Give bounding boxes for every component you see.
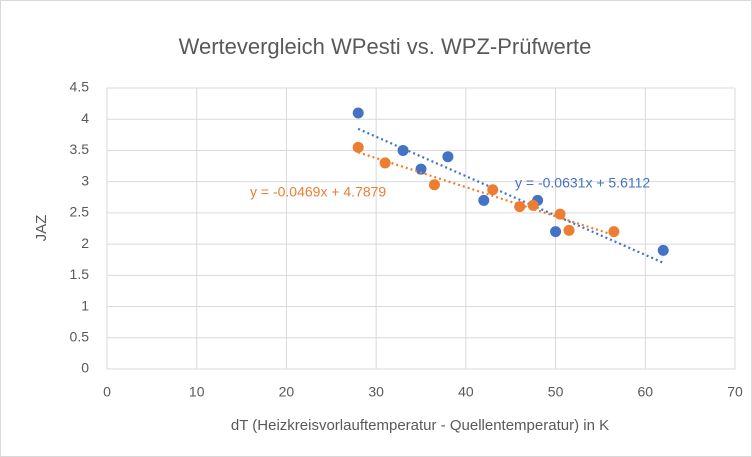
trendline — [357, 127, 664, 264]
point — [487, 184, 499, 196]
point — [415, 163, 427, 175]
chart-title: Wertevergleich WPesti vs. WPZ-Prüfwerte — [179, 34, 592, 59]
x-tick-label: 70 — [727, 384, 743, 400]
y-tick-label: 3.5 — [70, 141, 90, 157]
point — [554, 208, 566, 220]
trendline-equation: y = -0.0469x + 4.7879 — [250, 184, 386, 200]
y-tick-label: 2 — [81, 235, 89, 251]
y-tick-label: 4.5 — [70, 79, 90, 95]
y-tick-label: 1.5 — [70, 266, 90, 282]
x-tick-label: 60 — [637, 384, 653, 400]
y-tick-label: 4 — [81, 110, 89, 126]
x-tick-label: 30 — [368, 384, 384, 400]
point — [478, 194, 490, 206]
x-tick-label: 10 — [189, 384, 205, 400]
y-tick-label: 3 — [81, 172, 89, 188]
y-tick-label: 1 — [81, 297, 89, 313]
point — [379, 157, 391, 169]
point — [352, 141, 364, 153]
x-tick-label: 40 — [458, 384, 474, 400]
point — [527, 199, 539, 211]
x-axis-label: dT (Heizkreisvorlauftemperatur - Quellen… — [231, 417, 609, 434]
y-tick-label: 0.5 — [70, 328, 90, 344]
point — [608, 226, 620, 238]
point — [397, 144, 409, 156]
x-tick-label: 20 — [279, 384, 295, 400]
y-tick-label: 2.5 — [70, 204, 90, 220]
point — [442, 151, 454, 163]
point — [657, 244, 669, 256]
y-tick-label: 0 — [81, 360, 89, 376]
trendline-equation: y = -0.0631x + 5.6112 — [515, 175, 650, 191]
point — [550, 226, 562, 238]
y-axis-label: JAZ — [33, 215, 50, 242]
x-tick-label: 50 — [548, 384, 564, 400]
point — [563, 224, 575, 236]
point — [514, 201, 526, 213]
point — [428, 179, 440, 191]
x-tick-label: 0 — [103, 384, 111, 400]
point — [352, 107, 364, 119]
